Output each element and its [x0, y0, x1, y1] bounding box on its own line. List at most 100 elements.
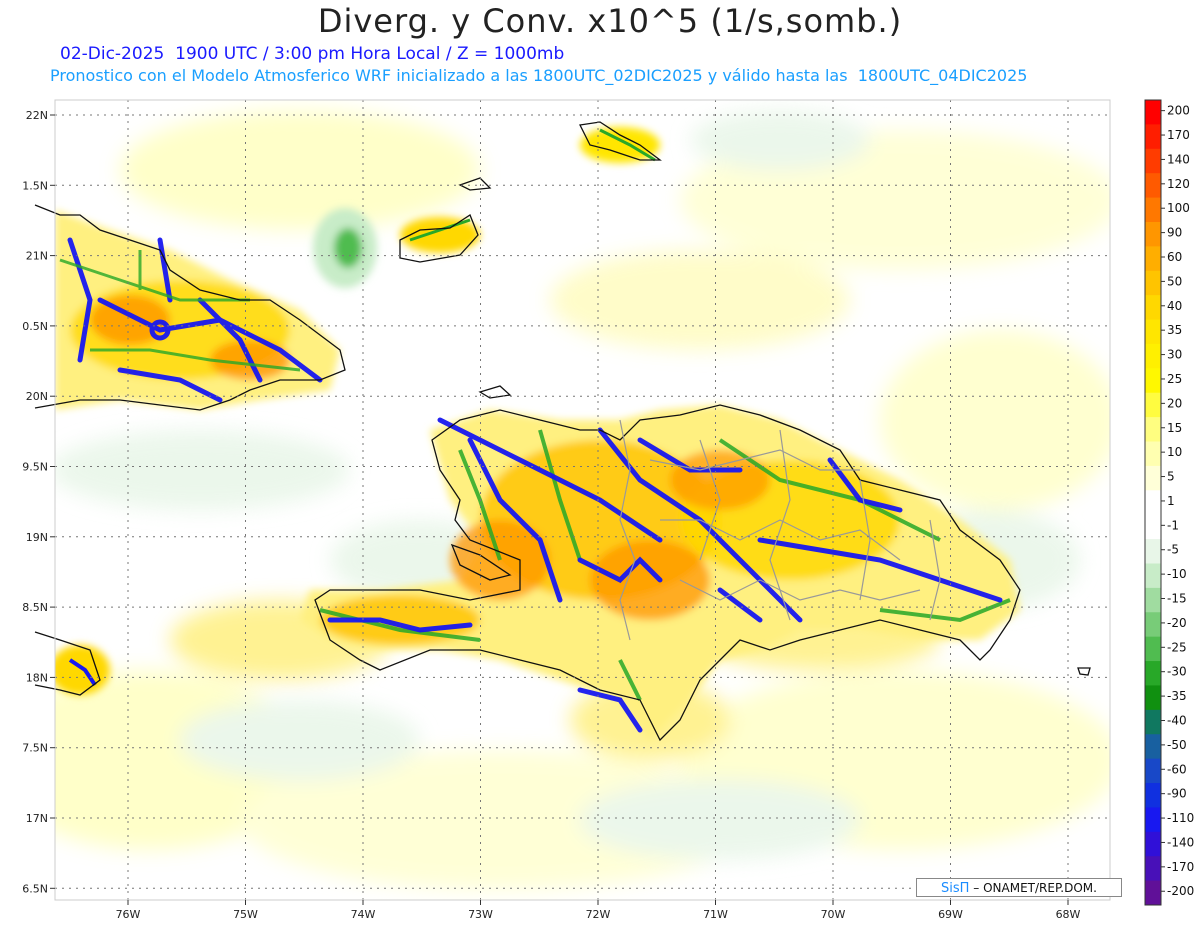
- colorbar-label: -90: [1167, 787, 1187, 801]
- lat-label: 18N: [26, 671, 48, 684]
- colorbar-swatch: [1145, 270, 1161, 296]
- lon-label: 72W: [586, 908, 611, 921]
- latitude-labels: 22N 1.5N 21N 0.5N 20N 9.5N 19N 8.5N 18N 7.5N 17N 6.…: [22, 109, 55, 895]
- colorbar-label: -25: [1167, 640, 1187, 654]
- colorbar-swatch: [1145, 392, 1161, 418]
- chart-title: Diverg. y Conv. x10^5 (1/s,somb.): [317, 2, 903, 40]
- coastlines: [34, 121, 1091, 742]
- colorbar-label: -35: [1167, 689, 1187, 703]
- colorbar-swatch: [1145, 856, 1161, 882]
- colorbar-label: 140: [1167, 152, 1190, 166]
- colorbar-swatch: [1145, 368, 1161, 394]
- colorbar-swatch: [1145, 319, 1161, 345]
- colorbar-swatch: [1145, 685, 1161, 711]
- sispi-logo: SisΠ: [941, 881, 970, 896]
- colorbar-swatch: [1145, 587, 1161, 613]
- lon-label: 68W: [1056, 908, 1081, 921]
- lat-label: 17N: [26, 812, 48, 825]
- colorbar-swatch: [1145, 197, 1161, 223]
- colorbar-label: -170: [1167, 860, 1194, 874]
- lat-label: 21N: [26, 250, 48, 263]
- colorbar-label: 90: [1167, 226, 1182, 240]
- colorbar-swatch: [1145, 417, 1161, 443]
- lon-label: 76W: [116, 908, 141, 921]
- colorbar-swatch: [1145, 831, 1161, 857]
- colorbar-label: 200: [1167, 104, 1190, 118]
- lat-label: 7.5N: [22, 742, 48, 755]
- colorbar-label: 50: [1167, 274, 1182, 288]
- colorbar-label: 10: [1167, 445, 1182, 459]
- lon-label: 70W: [821, 908, 846, 921]
- colorbar-label: 5: [1167, 470, 1175, 484]
- lon-label: 71W: [703, 908, 728, 921]
- colorbar-swatch: [1145, 343, 1161, 369]
- colorbar-label: 30: [1167, 348, 1182, 362]
- lat-label: 6.5N: [22, 882, 48, 895]
- colorbar-swatch: [1145, 221, 1161, 247]
- lon-label: 75W: [233, 908, 258, 921]
- lat-label: 19N: [26, 531, 48, 544]
- colorbar-swatch: [1145, 734, 1161, 760]
- colorbar-border: [1144, 99, 1162, 906]
- colorbar-label: 25: [1167, 372, 1182, 386]
- lat-label: 9.5N: [22, 461, 48, 474]
- credit-box: SisΠ – ONAMET/REP.DOM.: [916, 878, 1122, 897]
- colorbar-label: -10: [1167, 567, 1187, 581]
- model-info-line: Pronostico con el Modelo Atmosferico WRF…: [50, 66, 1028, 85]
- longitude-labels: 76W 75W 74W 73W 72W 71W 70W 69W 68W: [116, 900, 1081, 921]
- colorbar-label: -50: [1167, 738, 1187, 752]
- colorbar-swatch: [1145, 539, 1161, 564]
- grid-lines: [55, 100, 1110, 900]
- colorbar-swatch: [1145, 880, 1161, 906]
- colorbar-label: -40: [1167, 713, 1187, 727]
- colorbar-label: -140: [1167, 835, 1194, 849]
- colorbar-label: -15: [1167, 592, 1187, 606]
- colorbar-label: 120: [1167, 177, 1190, 191]
- credit-text: – ONAMET/REP.DOM.: [973, 881, 1097, 895]
- colorbar-label: -1: [1167, 518, 1179, 532]
- colorbar-label: 60: [1167, 250, 1182, 264]
- province-borders: [619, 419, 941, 641]
- colorbar-swatch: [1145, 612, 1161, 638]
- forecast-time-line: 02-Dic-2025 1900 UTC / 3:00 pm Hora Loca…: [60, 44, 565, 64]
- colorbar-label: -110: [1167, 811, 1194, 825]
- colorbar-label: 100: [1167, 201, 1190, 215]
- colorbar-label: 15: [1167, 421, 1182, 435]
- colorbar-swatch: [1145, 465, 1161, 491]
- lon-label: 74W: [351, 908, 376, 921]
- colorbar-label: 170: [1167, 128, 1190, 142]
- colorbar-swatch: [1145, 295, 1161, 321]
- colorbar-label: -30: [1167, 665, 1187, 679]
- colorbar-label: -5: [1167, 543, 1179, 557]
- colorbar-swatch: [1145, 563, 1161, 589]
- colorbar-swatch: [1145, 441, 1161, 467]
- lat-label: 20N: [26, 390, 48, 403]
- colorbar-label: -60: [1167, 762, 1187, 776]
- colorbar-label: -200: [1167, 884, 1194, 898]
- lon-label: 73W: [468, 908, 493, 921]
- colorbar-swatch: [1145, 758, 1161, 784]
- lat-label: 0.5N: [22, 320, 48, 333]
- colorbar-swatch: [1145, 661, 1161, 686]
- lon-label: 69W: [938, 908, 963, 921]
- colorbar-swatch: [1145, 173, 1161, 199]
- lat-label: 1.5N: [22, 179, 48, 192]
- colorbar-swatch: [1145, 124, 1161, 150]
- colorbar-swatch: [1145, 148, 1161, 174]
- colorbar-label: 1: [1167, 494, 1175, 508]
- colorbar-swatch: [1145, 490, 1161, 516]
- colorbar-swatch: [1145, 807, 1161, 833]
- colorbar-label: -20: [1167, 616, 1187, 630]
- colorbar-label: 40: [1167, 299, 1182, 313]
- lat-label: 22N: [26, 109, 48, 122]
- colorbar: 200 170 140 120 100 90 60 50 40 35 30 25 20 15 10 5 1 -1 -…: [1144, 99, 1194, 906]
- colorbar-swatch: [1145, 246, 1161, 272]
- colorbar-swatch: [1145, 709, 1161, 735]
- colorbar-swatch: [1145, 100, 1161, 125]
- colorbar-swatch: [1145, 514, 1161, 540]
- colorbar-swatch: [1145, 783, 1161, 808]
- colorbar-label: 20: [1167, 396, 1182, 410]
- lat-label: 8.5N: [22, 601, 48, 614]
- colorbar-swatch: [1145, 636, 1161, 662]
